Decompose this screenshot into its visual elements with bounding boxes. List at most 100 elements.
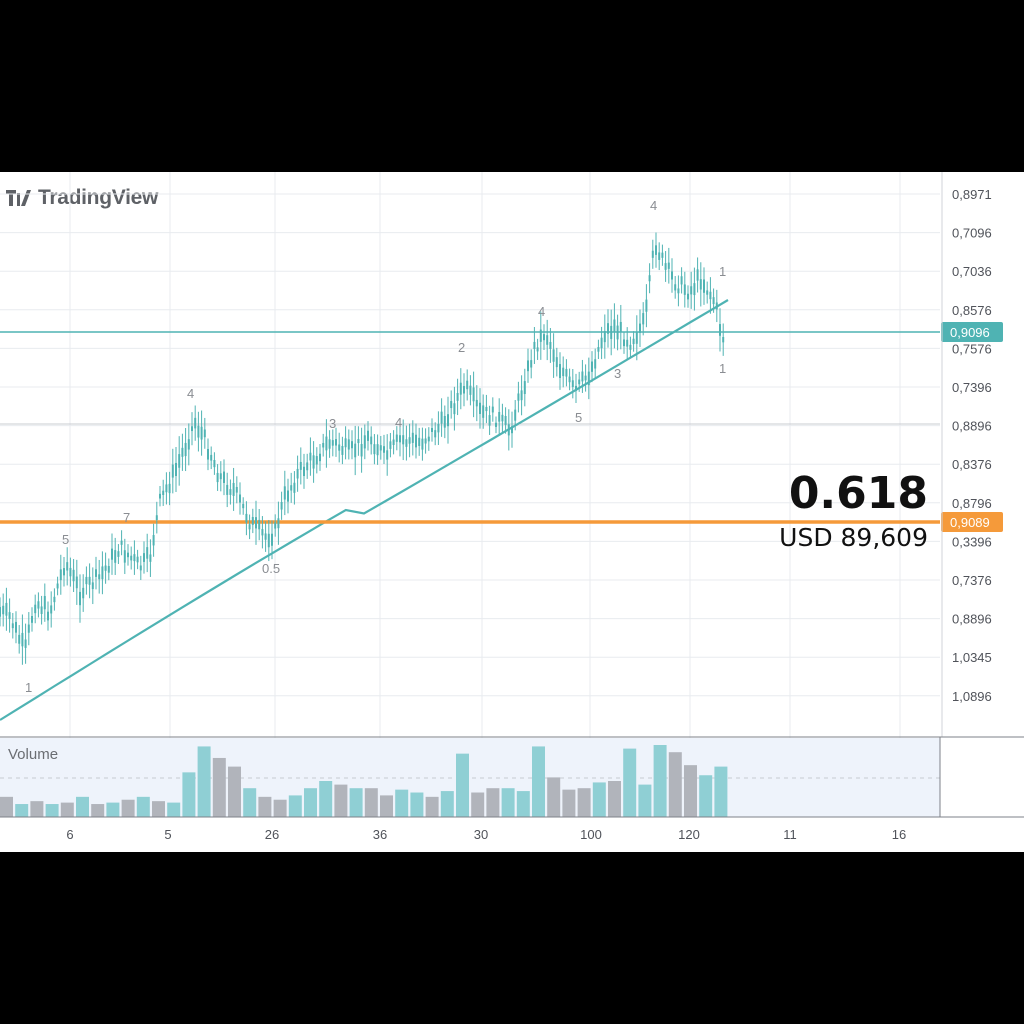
- volume-bar: [592, 782, 606, 817]
- candle-body: [149, 554, 152, 562]
- candle-body: [207, 448, 209, 460]
- candle-body: [491, 406, 494, 413]
- volume-bar: [440, 791, 454, 817]
- candle-body: [440, 411, 443, 424]
- price-axis: 0,8971 0,7096 0,7036 0,8576 0,7576 0,7396 0,88…: [941, 172, 992, 737]
- trend-line: [0, 299, 729, 721]
- candle: [235, 476, 238, 504]
- candle: [437, 411, 440, 445]
- candle-body: [2, 605, 5, 615]
- candle: [152, 523, 155, 557]
- candle-body: [472, 387, 475, 402]
- candle-body: [619, 321, 622, 333]
- candle-body: [408, 437, 411, 444]
- candle-body: [245, 513, 248, 523]
- candle: [584, 364, 587, 392]
- candle: [459, 368, 462, 410]
- candle-body: [120, 540, 123, 545]
- candle-body: [229, 489, 232, 495]
- candle-body: [415, 434, 417, 448]
- candle: [15, 611, 17, 644]
- candle: [543, 324, 545, 350]
- candle: [415, 423, 417, 459]
- volume-bar: [212, 757, 226, 817]
- candle-body: [635, 331, 638, 344]
- volume-bar: [76, 796, 89, 817]
- candle-body: [578, 379, 581, 385]
- candle-body: [194, 417, 197, 429]
- candle: [405, 425, 408, 461]
- candle: [475, 385, 478, 422]
- tradingview-logo[interactable]: TradingView: [6, 184, 158, 212]
- candle-body: [543, 334, 545, 341]
- candle-body: [274, 522, 277, 529]
- price-tick-label: 0,8971: [952, 187, 992, 202]
- candle: [171, 448, 174, 494]
- candle: [351, 430, 353, 460]
- candle: [712, 288, 715, 313]
- candle: [40, 595, 43, 625]
- wave-label: 1: [25, 680, 32, 695]
- candle-body: [667, 262, 670, 269]
- price-tick-label: 0,8896: [952, 612, 992, 627]
- candle-body: [226, 484, 229, 495]
- candle: [322, 433, 325, 457]
- candle-body: [645, 299, 648, 312]
- volume-bar: [258, 796, 272, 817]
- candle-body: [312, 455, 315, 469]
- candle-body: [261, 529, 264, 536]
- chart-frame[interactable]: TradingView 0,9096 0,9089 1 5 7 4 0.5 3 4 2 4 5 3 4 1…: [0, 172, 1024, 852]
- candle: [504, 407, 507, 434]
- candle: [658, 242, 661, 271]
- candle: [264, 521, 267, 552]
- candle: [146, 533, 149, 573]
- candle: [715, 289, 718, 323]
- candle-body: [264, 533, 267, 540]
- wave-label: 3: [329, 416, 336, 431]
- candle: [91, 567, 94, 605]
- candle: [626, 327, 629, 360]
- wave-label: 2: [458, 340, 465, 355]
- candle: [411, 420, 414, 456]
- price-tick-label: 0,7396: [952, 380, 992, 395]
- candle-body: [258, 519, 261, 530]
- candle-body: [699, 279, 702, 290]
- candle: [290, 472, 293, 503]
- volume-bar: [456, 753, 469, 817]
- candle-body: [671, 271, 673, 280]
- candle-body: [280, 502, 283, 510]
- candle: [34, 594, 37, 624]
- volume-bar: [334, 784, 348, 817]
- volume-bar: [653, 745, 667, 817]
- volume-bar: [15, 804, 29, 817]
- volume-bar: [228, 766, 241, 817]
- candle-body: [639, 323, 641, 333]
- candle: [63, 556, 65, 587]
- candle-body: [488, 415, 491, 426]
- candle-body: [21, 632, 24, 647]
- candle-body: [533, 341, 536, 350]
- candle-body: [168, 483, 171, 494]
- candle-body: [555, 357, 558, 368]
- volume-bar: [197, 746, 211, 817]
- candle-body: [709, 291, 712, 300]
- candle-body: [594, 359, 597, 369]
- candle-body: [296, 468, 299, 479]
- candle-body: [536, 347, 539, 352]
- candle: [671, 258, 673, 293]
- candle-body: [239, 494, 241, 503]
- candle: [283, 470, 286, 516]
- candle: [139, 555, 142, 581]
- candle-body: [8, 612, 11, 619]
- candle-body: [31, 616, 33, 623]
- candle: [165, 472, 168, 505]
- candle-body: [277, 518, 280, 529]
- volume-bar: [45, 804, 59, 817]
- volume-bar: [273, 799, 287, 817]
- candle-body: [680, 276, 683, 285]
- candle-body: [600, 337, 603, 349]
- volume-bar: [608, 781, 621, 817]
- candle: [114, 537, 117, 575]
- candle-body: [607, 323, 609, 334]
